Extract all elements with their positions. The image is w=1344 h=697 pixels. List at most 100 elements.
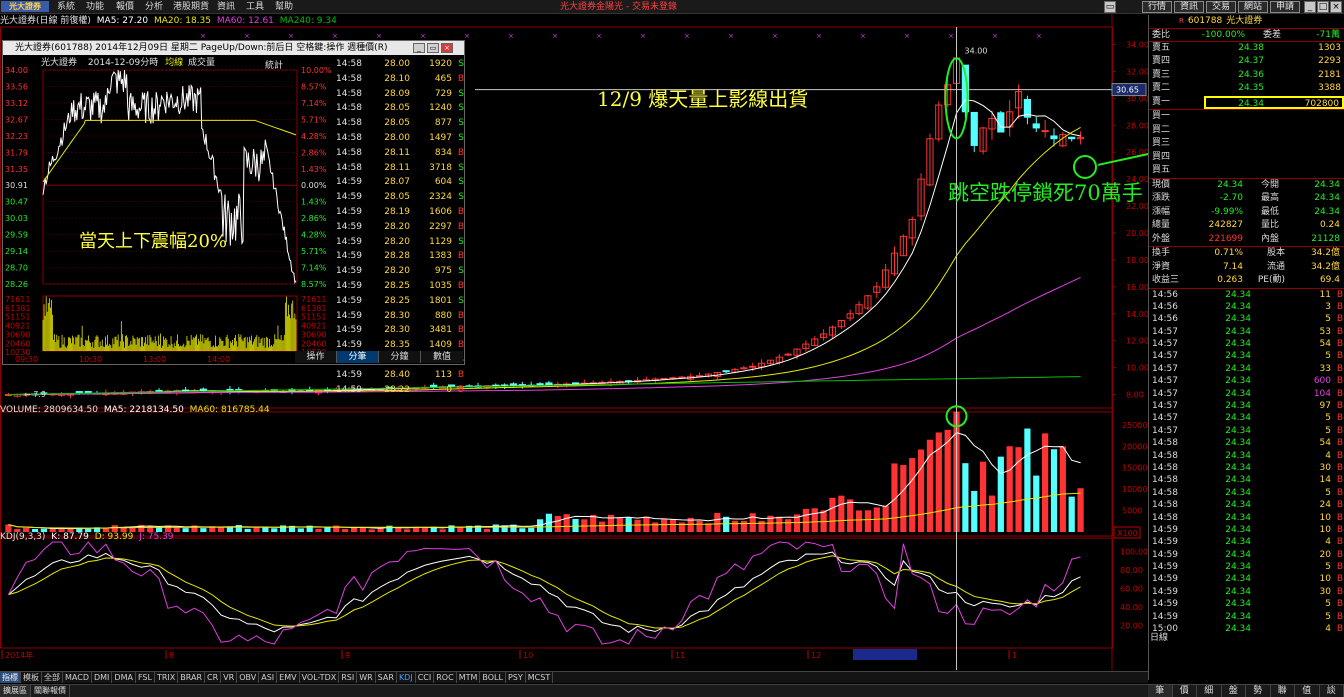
indicator-tab-trix[interactable]: TRIX <box>155 672 179 683</box>
indicator-tab-cci[interactable]: CCI <box>416 672 435 683</box>
indicator-tab-roc[interactable]: ROC <box>434 672 457 683</box>
maximize-icon[interactable]: □ <box>1317 1 1329 13</box>
quote-tab-3[interactable]: 盤 <box>1222 685 1246 697</box>
btn-apply[interactable]: 申請 <box>1270 1 1300 13</box>
intraday-tab-value[interactable]: 數值 <box>421 351 463 363</box>
mini-price-label: 32.23 <box>5 132 28 141</box>
indicator-tab-vr[interactable]: VR <box>221 672 238 683</box>
quote-tab-7[interactable]: 談 <box>1320 685 1344 697</box>
indicator-tab-mcst[interactable]: MCST <box>526 672 554 683</box>
restore-icon[interactable]: ▭ <box>1104 1 1116 13</box>
indicator-tab-rsi[interactable]: RSI <box>339 672 358 683</box>
tick-flag: S <box>458 118 464 129</box>
menu-analysis[interactable]: 分析 <box>145 2 164 12</box>
indicator-tab-sar[interactable]: SAR <box>376 672 397 683</box>
btn-trade[interactable]: 交易 <box>1206 1 1236 13</box>
candle-body <box>961 64 969 113</box>
stat-value-2: 0.24 <box>1319 220 1340 230</box>
tick-time: 14:58 <box>336 147 362 158</box>
kdj-d: D: 93.99 <box>94 532 134 542</box>
kdj-axis-label: 20.00 <box>1120 621 1143 630</box>
indicator-tab-asi[interactable]: ASI <box>259 672 278 683</box>
quote-tick-price: 24.34 <box>1225 562 1251 573</box>
intraday-header: 光大證券 2014-12-09分時 均線 成交量 <box>41 58 215 69</box>
quote-tick-price: 24.34 <box>1225 339 1251 350</box>
menu-quote[interactable]: 報價 <box>116 2 135 12</box>
intraday-stat-button[interactable]: 統計 <box>265 61 284 71</box>
quote-tab-0[interactable]: 筆 <box>1148 685 1173 697</box>
quote-tick-volume: 4 <box>1325 624 1331 635</box>
menu-help[interactable]: 幫助 <box>275 2 294 12</box>
indicator-tab-cr[interactable]: CR <box>205 672 222 683</box>
intraday-tab-operate[interactable]: 操作 <box>295 351 337 363</box>
tick-row: 14:58 28.10 465 B <box>336 72 464 87</box>
intraday-tab-minute[interactable]: 分鐘 <box>379 351 421 363</box>
mini-minimize-icon[interactable]: _ <box>413 43 425 53</box>
btn-market[interactable]: 行情 <box>1142 1 1172 13</box>
menu-hk-futures[interactable]: 港股期貨 <box>173 2 210 12</box>
indicator-tab-vol-tdx[interactable]: VOL-TDX <box>300 672 340 683</box>
indicator-tab-kdj[interactable]: KDJ <box>397 672 416 683</box>
volume-bar <box>723 516 730 532</box>
candle-body <box>1014 91 1023 109</box>
quote-tick-row: 14:59 24.34 4 B <box>1149 536 1344 548</box>
indicator-tab-macd[interactable]: MACD <box>63 672 92 683</box>
indicator-tab-psy[interactable]: PSY <box>506 672 526 683</box>
candle-body <box>837 319 845 328</box>
btn-website[interactable]: 網站 <box>1238 1 1268 13</box>
indicator-tab-模板[interactable]: 模板 <box>21 672 42 683</box>
stat-row: 現價 24.34 今開 24.34 <box>1149 179 1344 193</box>
quote-tick-time: 14:58 <box>1152 487 1178 498</box>
mini-pct-label: 4.28% <box>301 230 327 239</box>
bid-row: 買四 <box>1149 151 1344 165</box>
volume-ma60-line <box>8 492 1081 529</box>
mini-restore-icon[interactable]: ▭ <box>427 43 439 53</box>
indicator-tab-wr[interactable]: WR <box>357 672 376 683</box>
quote-tick-flag: B <box>1336 314 1343 325</box>
tick-time: 14:59 <box>336 295 362 306</box>
indicator-tab-brar[interactable]: BRAR <box>178 672 206 683</box>
intraday-window[interactable]: 光大證券(601788) 2014年12月09日 星期二 PageUp/Down… <box>2 40 465 395</box>
volume-bar <box>988 495 996 532</box>
status-tab-1[interactable]: 關聯報價 <box>31 685 70 697</box>
volume-bar <box>271 528 278 532</box>
mini-close-icon[interactable]: × <box>441 43 453 53</box>
quote-tab-6[interactable]: 值 <box>1295 685 1320 697</box>
menu-system[interactable]: 系統 <box>57 2 76 12</box>
quote-tab-5[interactable]: 聯 <box>1271 685 1295 697</box>
quote-tab-1[interactable]: 價 <box>1173 685 1197 697</box>
volume-unit-box <box>1113 526 1141 539</box>
indicator-tab-emv[interactable]: EMV <box>277 672 300 683</box>
indicator-tab-mtm[interactable]: MTM <box>457 672 481 683</box>
indicator-tab-dma[interactable]: DMA <box>112 672 136 683</box>
intraday-tab-ticks[interactable]: 分筆 <box>337 351 379 363</box>
indicator-tab-dmi[interactable]: DMI <box>92 672 113 683</box>
kdj-info-bar: KDJ(9,3,3) K: 87.79 D: 93.99 J: 75.39 <box>0 532 174 543</box>
quote-tick-volume: 10 <box>1319 512 1331 523</box>
status-tab-0[interactable]: 擴展區 <box>0 685 31 697</box>
minimize-icon[interactable]: _ <box>1304 1 1316 13</box>
indicator-tab-指標[interactable]: 指標 <box>0 672 21 683</box>
mini-pct-label: 5.71% <box>301 116 327 125</box>
menu-tools[interactable]: 工具 <box>246 2 265 12</box>
candle-body <box>988 118 996 130</box>
volume-bar <box>767 515 774 532</box>
indicator-tab-全部[interactable]: 全部 <box>42 672 63 683</box>
close-icon[interactable]: × <box>1330 1 1342 13</box>
tick-price: 28.20 <box>384 221 410 232</box>
tick-time: 14:58 <box>336 73 362 84</box>
quote-tab-2[interactable]: 細 <box>1197 685 1222 697</box>
menu-function[interactable]: 功能 <box>86 2 105 12</box>
btn-info[interactable]: 資訊 <box>1174 1 1204 13</box>
quote-tick-row: 14:58 24.34 14 B <box>1149 474 1344 486</box>
bid-label: 買二 <box>1152 124 1171 135</box>
volume-bar <box>652 522 659 532</box>
quote-tab-4[interactable]: 勢 <box>1246 685 1271 697</box>
quote-tick-flag: B <box>1336 500 1343 511</box>
kline-chart[interactable]: 34.00 32.00 30.00 28.00 26.00 24.00 22.00 20.00… <box>0 14 1148 680</box>
indicator-tab-boll[interactable]: BOLL <box>480 672 506 683</box>
indicator-tab-obv[interactable]: OBV <box>237 672 260 683</box>
menu-info[interactable]: 資訊 <box>217 2 236 12</box>
indicator-tab-fsl[interactable]: FSL <box>136 672 155 683</box>
period-button[interactable]: 日線 <box>1150 633 1169 643</box>
